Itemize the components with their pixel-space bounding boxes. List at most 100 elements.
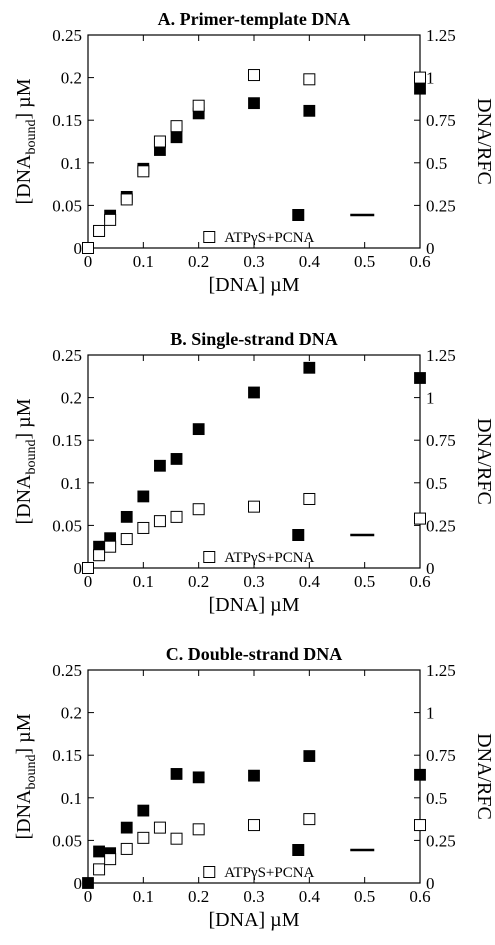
data-point-filled	[120, 510, 133, 523]
panel-title: C. Double-strand DNA	[166, 644, 343, 664]
x-tick-label: 0.2	[188, 252, 209, 271]
y-tick-label: 0.15	[52, 111, 82, 130]
y2-axis-label: DNA/RFC	[473, 98, 495, 185]
data-point-open	[192, 503, 205, 516]
y-tick-label: 0.05	[52, 516, 82, 535]
data-point-filled	[414, 768, 426, 781]
panel-title: B. Single-strand DNA	[170, 329, 338, 349]
data-point-open	[137, 831, 150, 844]
data-point-filled	[137, 490, 150, 503]
y-tick-label: 0.15	[52, 746, 82, 765]
y-tick-label: 0.25	[52, 346, 82, 365]
y2-tick-label: 1.25	[426, 26, 456, 45]
data-point-open	[104, 853, 117, 866]
data-point-open	[192, 823, 205, 836]
data-point-open	[153, 821, 166, 834]
x-tick-label: 0.6	[409, 252, 430, 271]
data-point-open	[170, 510, 183, 523]
data-point-open	[93, 549, 106, 562]
panel-a: A. Primer-template DNA 0 0.1 0.2 0.3 0.4 0.5 0.…	[13, 9, 495, 296]
panel-c: C. Double-strand DNA 0 0.1 0.2 0.3 0.4 0.5 0.6 0…	[13, 644, 495, 931]
y-tick-label: 0.2	[61, 704, 82, 723]
y2-tick-label: 0	[426, 559, 435, 578]
data-point-open	[303, 492, 316, 505]
legend-marker-open	[203, 231, 216, 243]
data-point-open	[104, 213, 117, 226]
data-point-open	[153, 515, 166, 528]
y2-tick-label: 1	[426, 704, 435, 723]
data-point-filled	[170, 453, 183, 465]
y-tick-label: 0.15	[52, 431, 82, 450]
y-tick-label: 0.25	[52, 26, 82, 45]
data-point-open	[153, 135, 166, 148]
x-tick-label: 0.4	[299, 252, 321, 271]
legend-marker-filled	[292, 529, 305, 541]
data-point-open	[248, 69, 260, 82]
y-axis-label-unit: ] µM	[13, 78, 35, 119]
y-axis-label-unit: ] µM	[13, 713, 35, 754]
x-tick-label: 0.3	[243, 887, 264, 906]
x-tick-label: 0.5	[354, 252, 375, 271]
y2-tick-label: 1.25	[426, 661, 456, 680]
data-point-open	[93, 224, 106, 237]
x-tick-label: 0.4	[299, 572, 321, 591]
y2-axis-label: DNA/RFC	[473, 733, 495, 820]
x-tick-label: 0	[84, 252, 93, 271]
y2-tick-label: 0.25	[426, 831, 456, 850]
y2-tick-label: 0.5	[426, 789, 447, 808]
data-point-open	[120, 193, 133, 206]
y2-tick-label: 0	[426, 874, 435, 893]
data-point-filled	[192, 771, 205, 784]
data-point-open	[414, 71, 426, 84]
data-point-open	[82, 242, 94, 254]
data-point-filled	[303, 361, 316, 374]
data-point-filled	[82, 877, 94, 889]
x-tick-label: 0.4	[299, 887, 321, 906]
y-tick-label: 0.1	[61, 154, 82, 173]
y-axis-label-subscript: bound	[24, 439, 39, 474]
data-point-open	[170, 120, 183, 133]
y2-tick-label: 0.25	[426, 516, 456, 535]
y2-tick-label: 0.25	[426, 196, 456, 215]
data-point-open	[303, 73, 316, 86]
legend-marker-open	[203, 551, 216, 563]
x-tick-label: 0.3	[243, 572, 264, 591]
data-point-filled	[192, 423, 205, 436]
x-tick-label: 0.6	[409, 887, 430, 906]
legend-label-open: ATPγS+PCNA	[224, 230, 314, 246]
data-point-open	[137, 165, 150, 178]
x-axis-label: [DNA] µM	[209, 274, 300, 296]
data-point-open	[120, 533, 133, 546]
data-point-open	[82, 562, 94, 574]
data-point-filled	[414, 82, 426, 95]
x-tick-label: 0.3	[243, 252, 264, 271]
y-tick-label: 0	[74, 239, 83, 258]
data-point-open	[414, 819, 426, 832]
y-axis-label: [DNAbound] µM	[13, 713, 39, 839]
data-point-filled	[137, 804, 150, 817]
y-tick-label: 0.1	[61, 789, 82, 808]
x-tick-label: 0.2	[188, 572, 209, 591]
data-point-filled	[248, 386, 260, 399]
data-point-open	[104, 540, 117, 553]
data-point-open	[137, 521, 150, 534]
x-tick-label: 0.1	[133, 887, 154, 906]
data-point-open	[192, 99, 205, 112]
x-tick-label: 0	[84, 572, 93, 591]
data-point-filled	[93, 845, 105, 858]
y2-tick-label: 1	[426, 389, 435, 408]
y2-tick-label: 0.5	[426, 474, 447, 493]
data-point-open	[248, 819, 260, 832]
data-point-open	[120, 842, 133, 855]
data-point-open	[248, 500, 260, 513]
legend-marker-open	[203, 866, 216, 878]
y2-tick-label: 0	[426, 239, 435, 258]
data-point-filled	[303, 104, 316, 117]
data-point-filled	[170, 768, 183, 780]
y-axis-label: [DNAbound] µM	[13, 78, 39, 204]
x-tick-label: 0.1	[133, 572, 154, 591]
y2-tick-label: 0.75	[426, 111, 456, 130]
y-tick-label: 0.25	[52, 661, 82, 680]
